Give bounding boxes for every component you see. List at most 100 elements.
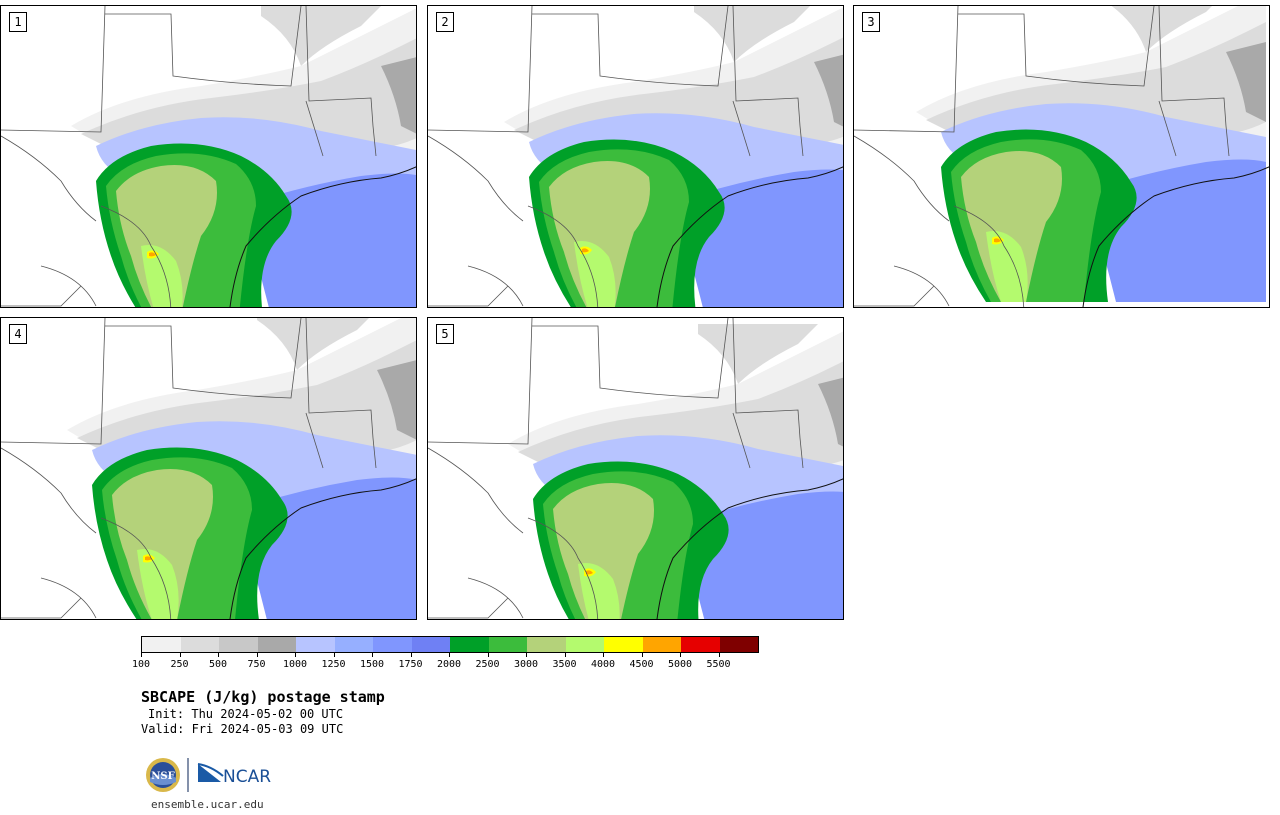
colorbar (141, 636, 759, 653)
cape-band-grey (377, 360, 416, 440)
panel-number: 2 (436, 12, 454, 32)
state-border (467, 265, 524, 307)
cape-band-grey (694, 6, 810, 62)
cape-max-orange (586, 570, 593, 575)
state-border (1, 6, 106, 133)
map-1 (1, 6, 416, 307)
colorbar-tick-label: 750 (247, 659, 266, 670)
state-border (953, 205, 1025, 307)
cape-band-green (116, 165, 217, 307)
cape-band-grey (1226, 42, 1266, 122)
cape-band-grey (257, 318, 369, 370)
colorbar-tick-label: 250 (170, 659, 189, 670)
colorbar-tick-label: 2000 (436, 659, 462, 670)
state-border (305, 100, 324, 157)
state-border (428, 447, 524, 534)
cape-band-green (112, 469, 213, 619)
colorbar-swatch (450, 637, 489, 652)
colorbar-tick-label: 100 (131, 659, 151, 670)
colorbar-swatch (180, 637, 219, 652)
cape-field (916, 6, 1266, 302)
colorbar-tick-label: 4500 (629, 659, 654, 670)
colorbar-tick (295, 653, 296, 657)
cape-band-grey (81, 38, 416, 150)
cape-band-green (961, 151, 1062, 302)
state-border (1, 597, 82, 619)
state-border (1, 135, 97, 222)
plot-title: SBCAPE (J/kg) postage stamp (141, 688, 385, 706)
nsf-logo-icon: NSF (146, 758, 180, 792)
colorbar-tick (487, 653, 489, 657)
state-border (105, 318, 302, 399)
colorbar-tick-label: 1750 (398, 659, 423, 670)
colorbar-swatch (488, 637, 527, 652)
colorbar-swatch (565, 637, 604, 652)
panel-number: 4 (9, 324, 27, 344)
colorbar-swatch (142, 637, 181, 652)
state-border (732, 6, 804, 157)
cape-band-green (141, 245, 183, 307)
state-border (732, 100, 751, 157)
coastline (656, 478, 843, 619)
colorbar-tick-label: 5000 (667, 659, 693, 670)
colorbar-swatch (719, 637, 758, 652)
member-panel-1: 1 (0, 5, 417, 308)
coastline (656, 166, 843, 307)
coastline (229, 166, 416, 307)
colorbar-tick (526, 653, 527, 657)
colorbar-tick (372, 653, 373, 657)
cape-band-green (986, 231, 1028, 302)
colorbar-tick-label: 1500 (359, 659, 385, 670)
member-panel-3: 3 (853, 5, 1270, 308)
colorbar-tick (449, 653, 450, 657)
cape-band-grey (814, 54, 843, 127)
colorbar-swatch (527, 637, 566, 652)
cape-band-grey (518, 361, 843, 468)
nsf-logo-text: NSF (151, 771, 174, 782)
panel-number: 5 (436, 324, 454, 344)
cape-band-grey (698, 324, 818, 384)
state-border (1158, 6, 1230, 157)
state-borders (854, 6, 1230, 307)
member-panel-5: 5 (427, 317, 844, 620)
colorbar-swatch (296, 637, 335, 652)
state-border (854, 285, 935, 307)
cape-band-grey (261, 6, 381, 66)
state-border (527, 205, 599, 307)
state-border (1, 285, 82, 307)
state-border (1, 318, 106, 445)
ncar-logo-text: NCAR (223, 767, 271, 787)
colorbar-swatch (219, 637, 258, 652)
colorbar-tick-label: 3500 (552, 659, 577, 670)
cape-max-orange (145, 556, 152, 561)
map-4 (1, 318, 416, 619)
colorbar-swatch (681, 637, 720, 652)
member-panel-4: 4 (0, 317, 417, 620)
colorbar-tick (256, 653, 258, 657)
colorbar-swatch (642, 637, 681, 652)
state-border (428, 285, 509, 307)
state-border (428, 597, 509, 619)
cape-band-grey (77, 340, 416, 454)
state-border (532, 6, 729, 87)
state-borders (428, 6, 804, 307)
state-border (467, 577, 524, 619)
state-border (40, 265, 97, 307)
colorbar-tick (564, 653, 566, 657)
colorbar-swatch (411, 637, 450, 652)
colorbar-tick (141, 653, 142, 657)
state-border (305, 412, 324, 469)
map-3 (854, 6, 1269, 307)
state-border (732, 412, 751, 469)
map-2 (428, 6, 843, 307)
colorbar-ticks: 100 250 500 750 1000 1250 1500 1750 2000 2500 3000… (132, 653, 758, 673)
state-border (854, 135, 950, 222)
cape-max-orange (582, 248, 589, 253)
cape-band-grey (926, 22, 1266, 136)
state-borders (428, 318, 804, 619)
coastline (229, 478, 416, 619)
cape-band-grey (514, 37, 843, 146)
colorbar-tick-label: 500 (208, 659, 228, 670)
colorbar-tick-label: 5500 (706, 659, 731, 670)
state-border (105, 6, 302, 87)
